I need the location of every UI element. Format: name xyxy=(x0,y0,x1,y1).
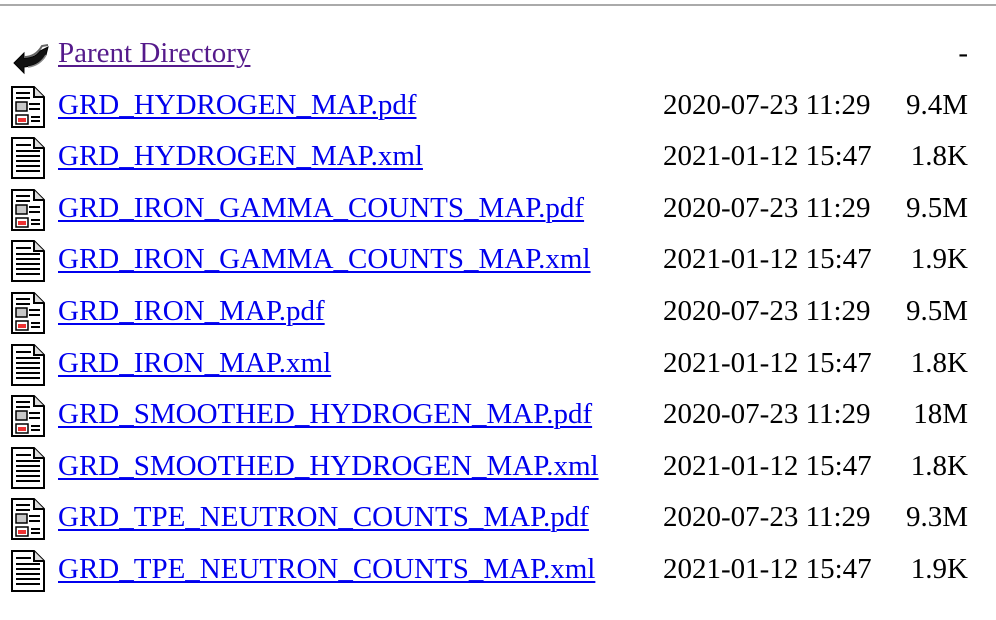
layout-document-icon xyxy=(10,291,46,334)
file-name-cell: GRD_HYDROGEN_MAP.pdf xyxy=(58,86,417,124)
text-document-icon xyxy=(10,136,46,180)
file-link[interactable]: GRD_IRON_MAP.xml xyxy=(58,346,332,379)
parent-directory-name: Parent Directory xyxy=(58,34,250,72)
file-row: GRD_IRON_GAMMA_COUNTS_MAP.xml 2021-01-12… xyxy=(0,236,996,288)
file-link[interactable]: GRD_TPE_NEUTRON_COUNTS_MAP.pdf xyxy=(58,501,589,534)
text-document-icon xyxy=(10,343,46,386)
file-date: 2021-01-12 15:47 xyxy=(663,346,872,379)
file-size: 9.3M xyxy=(905,501,968,534)
file-name-cell: GRD_IRON_GAMMA_COUNTS_MAP.pdf xyxy=(58,189,584,227)
layout-document-icon xyxy=(10,497,46,541)
file-date: 2020-07-23 11:29 xyxy=(663,294,871,327)
horizontal-rule xyxy=(0,4,996,6)
file-date: 2021-01-12 15:47 xyxy=(663,243,872,276)
file-row: GRD_IRON_MAP.pdf 2020-07-23 11:29 9.5M xyxy=(0,288,996,340)
file-name-cell: GRD_IRON_MAP.pdf xyxy=(58,292,325,330)
file-date: 2020-07-23 11:29 xyxy=(663,501,871,534)
file-date: 2020-07-23 11:29 xyxy=(663,191,871,224)
file-size: 1.8K xyxy=(910,449,968,482)
text-document-icon xyxy=(10,446,46,489)
file-size: 18M xyxy=(913,398,968,431)
file-size: 1.8K xyxy=(910,346,968,379)
file-row: GRD_IRON_GAMMA_COUNTS_MAP.pdf 2020-07-23… xyxy=(0,185,996,237)
file-date: 2021-01-12 15:47 xyxy=(663,552,872,585)
file-name-cell: GRD_SMOOTHED_HYDROGEN_MAP.xml xyxy=(58,447,599,485)
file-row: GRD_IRON_MAP.xml 2021-01-12 15:47 1.8K xyxy=(0,340,996,392)
file-name-cell: GRD_IRON_MAP.xml xyxy=(58,344,331,382)
file-link[interactable]: GRD_HYDROGEN_MAP.xml xyxy=(58,140,423,173)
file-row: GRD_SMOOTHED_HYDROGEN_MAP.pdf 2020-07-23… xyxy=(0,391,996,443)
file-link[interactable]: GRD_IRON_GAMMA_COUNTS_MAP.xml xyxy=(58,243,591,276)
file-size: 9.4M xyxy=(905,88,968,121)
layout-document-icon xyxy=(10,394,46,438)
file-size: 1.9K xyxy=(910,552,968,585)
file-listing: Parent Directory - GRD_HYDROGEN_MAP.pdf … xyxy=(0,30,996,598)
file-size: 1.9K xyxy=(910,243,968,276)
layout-document-icon xyxy=(10,188,46,231)
file-date: 2020-07-23 11:29 xyxy=(663,398,871,431)
file-row: GRD_SMOOTHED_HYDROGEN_MAP.xml 2021-01-12… xyxy=(0,443,996,495)
file-link[interactable]: GRD_SMOOTHED_HYDROGEN_MAP.pdf xyxy=(58,398,593,431)
file-name-cell: GRD_TPE_NEUTRON_COUNTS_MAP.pdf xyxy=(58,498,589,536)
text-document-icon xyxy=(10,239,46,283)
file-name-cell: GRD_TPE_NEUTRON_COUNTS_MAP.xml xyxy=(58,550,595,588)
layout-document-icon xyxy=(10,85,46,128)
file-size: 9.5M xyxy=(905,191,968,224)
file-date: 2021-01-12 15:47 xyxy=(663,140,872,173)
file-link[interactable]: GRD_TPE_NEUTRON_COUNTS_MAP.xml xyxy=(58,552,596,585)
file-size: 1.8K xyxy=(910,140,968,173)
file-link[interactable]: GRD_IRON_GAMMA_COUNTS_MAP.pdf xyxy=(58,191,585,224)
file-name-cell: GRD_SMOOTHED_HYDROGEN_MAP.pdf xyxy=(58,395,592,433)
file-link[interactable]: GRD_IRON_MAP.pdf xyxy=(58,294,325,327)
file-name-cell: GRD_IRON_GAMMA_COUNTS_MAP.xml xyxy=(58,240,591,278)
file-row: GRD_HYDROGEN_MAP.xml 2021-01-12 15:47 1.… xyxy=(0,133,996,185)
parent-directory-link[interactable]: Parent Directory xyxy=(58,37,251,69)
file-date: 2020-07-23 11:29 xyxy=(663,88,871,121)
file-name-cell: GRD_HYDROGEN_MAP.xml xyxy=(58,137,423,175)
parent-directory-row: Parent Directory - xyxy=(0,30,996,82)
file-link[interactable]: GRD_SMOOTHED_HYDROGEN_MAP.xml xyxy=(58,449,599,482)
file-row: GRD_HYDROGEN_MAP.pdf 2020-07-23 11:29 9.… xyxy=(0,82,996,134)
file-row: GRD_TPE_NEUTRON_COUNTS_MAP.pdf 2020-07-2… xyxy=(0,494,996,546)
file-size: 9.5M xyxy=(905,294,968,327)
file-row: GRD_TPE_NEUTRON_COUNTS_MAP.xml 2021-01-1… xyxy=(0,546,996,598)
text-document-icon xyxy=(10,549,46,592)
parent-directory-size: - xyxy=(958,37,968,69)
file-date: 2021-01-12 15:47 xyxy=(663,449,872,482)
back-arrow-icon xyxy=(10,33,49,75)
file-link[interactable]: GRD_HYDROGEN_MAP.pdf xyxy=(58,88,417,121)
